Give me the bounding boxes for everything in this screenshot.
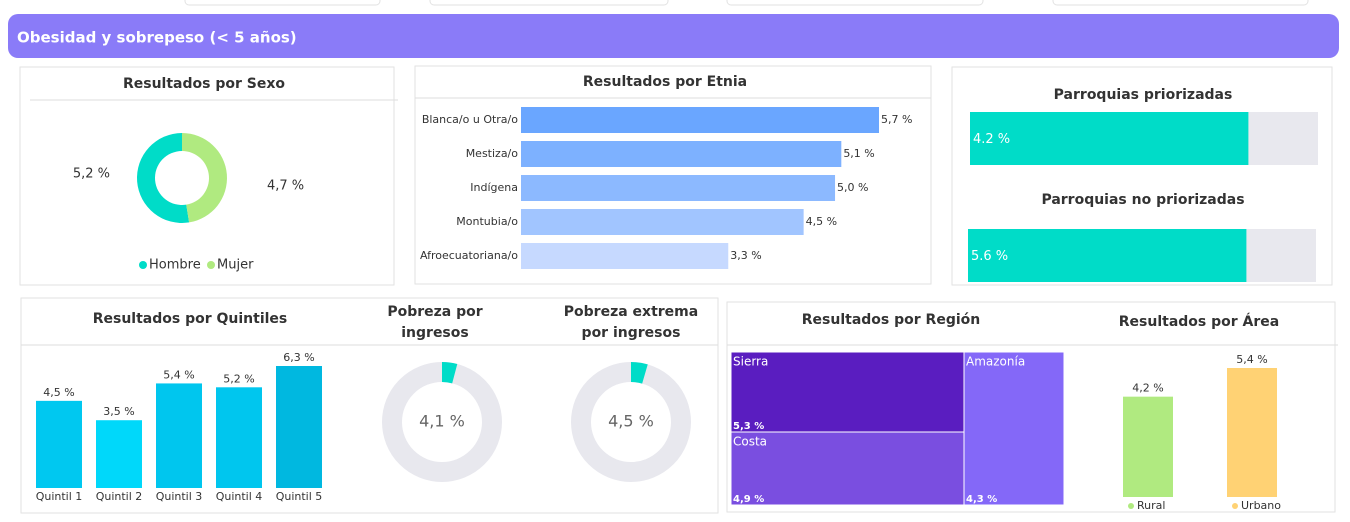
bar (521, 107, 879, 133)
legend-dot (207, 261, 215, 269)
gauge-label: 4,1 % (419, 412, 465, 431)
data-label: 6,3 % (283, 351, 314, 364)
legend-label: Urbano (1241, 499, 1281, 512)
treemap-cell (963, 351, 1065, 506)
chart-title: ingresos (401, 325, 468, 341)
data-label: 5,4 % (1236, 353, 1267, 366)
category-label: Mestiza/o (466, 147, 519, 160)
chart-title: por ingresos (582, 325, 681, 341)
data-label: 4,9 % (733, 494, 764, 505)
chart-title: Resultados por Región (802, 312, 980, 328)
top-control[interactable] (184, 0, 381, 6)
bar (1123, 396, 1173, 497)
header-bar (8, 14, 1339, 58)
legend-label: Mujer (217, 258, 254, 273)
gauge-fill (631, 362, 648, 384)
data-label: 4,5 % (806, 215, 837, 228)
category-label: Quintil 3 (156, 490, 203, 503)
chart-title: Parroquias priorizadas (1054, 87, 1233, 103)
bar (521, 175, 836, 201)
cell-label: Sierra (733, 355, 768, 369)
data-label: 3,3 % (730, 249, 761, 262)
category-label: Quintil 4 (216, 490, 263, 503)
data-label: 4.2 % (973, 132, 1010, 147)
cell-label: Costa (733, 435, 767, 449)
data-label: 5.6 % (971, 249, 1008, 264)
gauge-fill (442, 362, 458, 384)
category-label: Indígena (470, 181, 518, 194)
category-label: Quintil 1 (36, 490, 83, 503)
category-label: Afroecuatoriana/o (420, 249, 518, 262)
legend-label: Hombre (149, 258, 201, 273)
bar (1227, 368, 1277, 497)
bar (96, 420, 142, 488)
data-label: 5,3 % (733, 421, 764, 432)
top-control[interactable] (429, 0, 669, 6)
bar (276, 366, 322, 488)
chart-title: Pobreza extrema (564, 304, 698, 320)
chart-title: Pobreza por (387, 304, 482, 320)
data-label: 4,5 % (43, 386, 74, 399)
gauge-label: 4,5 % (608, 412, 654, 431)
legend-dot (1232, 503, 1238, 509)
treemap-cell (730, 431, 965, 506)
header-title: Obesidad y sobrepeso (< 5 años) (17, 29, 297, 47)
cell-label: Amazonía (966, 355, 1025, 369)
progress-fill (968, 229, 1247, 282)
bar (521, 141, 842, 167)
data-label: 4,7 % (267, 179, 304, 194)
donut-slice (182, 133, 228, 223)
bar (216, 387, 262, 488)
chart-title: Resultados por Área (1119, 313, 1279, 330)
category-label: Blanca/o u Otra/o (422, 113, 518, 126)
data-label: 5,0 % (837, 181, 868, 194)
chart-title: Resultados por Sexo (123, 76, 285, 92)
category-label: Montubia/o (456, 215, 518, 228)
data-label: 5,4 % (163, 368, 194, 381)
donut-slice (137, 133, 190, 223)
data-label: 5,2 % (73, 167, 110, 182)
bar (521, 209, 804, 235)
data-label: 4,2 % (1132, 382, 1163, 395)
panel (19, 66, 395, 286)
legend-dot (1128, 503, 1134, 509)
data-label: 3,5 % (103, 405, 134, 418)
chart-title: Resultados por Etnia (583, 74, 747, 90)
data-label: 5,2 % (223, 372, 254, 385)
bar (156, 383, 202, 488)
legend-label: Rural (1137, 499, 1165, 512)
chart-title: Resultados por Quintiles (93, 311, 288, 327)
top-control[interactable] (1052, 0, 1309, 6)
chart-title: Parroquias no priorizadas (1041, 192, 1244, 208)
data-label: 4,3 % (966, 494, 997, 505)
legend-dot (139, 261, 147, 269)
bar (521, 243, 729, 269)
bar (36, 400, 82, 488)
category-label: Quintil 5 (276, 490, 323, 503)
data-label: 5,1 % (843, 147, 874, 160)
progress-fill (970, 112, 1249, 165)
category-label: Quintil 2 (96, 490, 143, 503)
top-control[interactable] (726, 0, 984, 6)
data-label: 5,7 % (881, 113, 912, 126)
